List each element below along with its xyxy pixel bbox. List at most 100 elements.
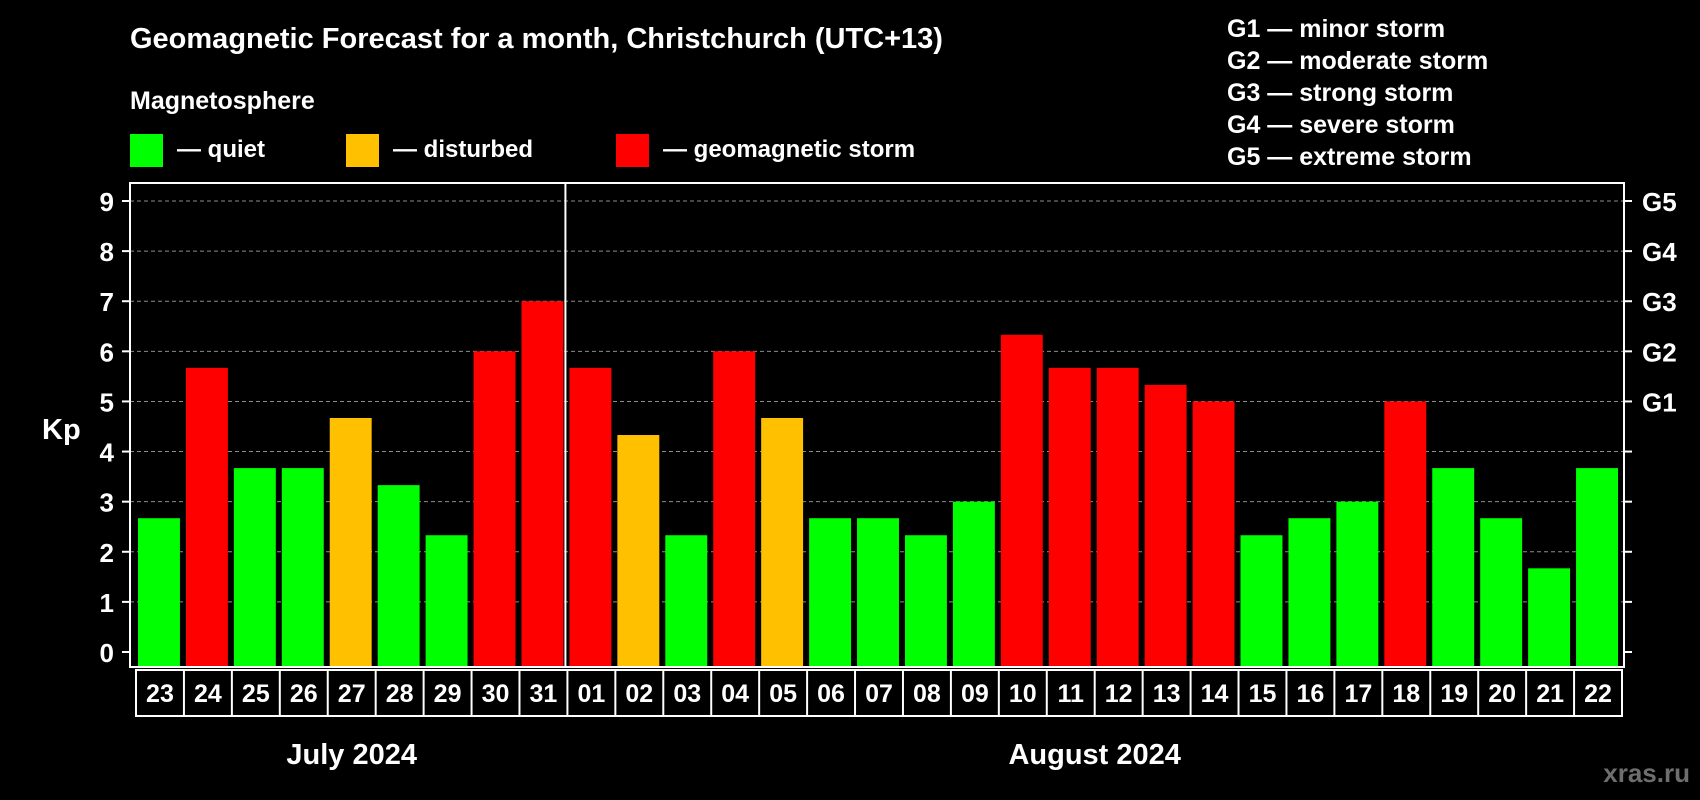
day-label-06: 06 (817, 680, 845, 708)
legend-label-quiet: — quiet (177, 136, 265, 163)
bar-20 (1480, 518, 1523, 666)
day-label-07: 07 (865, 680, 893, 708)
storm-legend-g4: G4 — severe storm (1227, 111, 1455, 139)
day-label-21: 21 (1536, 680, 1564, 708)
y-tick-label-4: 4 (100, 438, 115, 468)
bar-08 (904, 535, 947, 666)
day-label-14: 14 (1201, 680, 1229, 708)
day-label-22: 22 (1584, 680, 1612, 708)
y-tick-label-0: 0 (100, 638, 114, 668)
y-tick-label-9: 9 (100, 187, 114, 217)
bar-09 (952, 501, 995, 666)
bar-26 (281, 468, 324, 666)
legend-swatch-storm (616, 134, 649, 167)
bar-28 (377, 485, 420, 666)
y-tick-label-3: 3 (100, 488, 114, 518)
y-tick-label-5: 5 (100, 387, 114, 417)
g-level-label-G4: G4 (1642, 237, 1677, 267)
bar-25 (233, 468, 276, 666)
bar-29 (425, 535, 468, 666)
day-label-31: 31 (530, 680, 558, 708)
day-label-10: 10 (1009, 680, 1037, 708)
bar-18 (1384, 401, 1427, 666)
bar-31 (521, 301, 564, 666)
watermark: xras.ru (1603, 758, 1690, 788)
bar-07 (857, 518, 899, 666)
bar-14 (1192, 401, 1235, 666)
storm-legend-g5: G5 — extreme storm (1227, 143, 1472, 171)
legend-label-disturbed: — disturbed (393, 136, 533, 163)
y-tick-label-1: 1 (100, 588, 114, 618)
day-label-05: 05 (769, 680, 797, 708)
bar-02 (617, 435, 660, 666)
bar-17 (1336, 501, 1379, 666)
day-label-20: 20 (1488, 680, 1516, 708)
day-label-23: 23 (146, 680, 174, 708)
bar-24 (185, 367, 228, 666)
bar-30 (473, 351, 516, 666)
bar-15 (1240, 535, 1283, 666)
y-tick-label-6: 6 (100, 337, 114, 367)
day-label-29: 29 (434, 680, 462, 708)
day-label-13: 13 (1153, 680, 1181, 708)
bar-05 (761, 417, 804, 666)
day-label-box (135, 669, 1623, 717)
bar-16 (1288, 518, 1331, 666)
day-label-01: 01 (577, 680, 605, 708)
day-label-09: 09 (961, 680, 989, 708)
storm-legend-g1: G1 — minor storm (1227, 15, 1445, 43)
legend-swatch-quiet (130, 134, 163, 167)
bar-13 (1144, 384, 1187, 666)
day-label-12: 12 (1105, 680, 1133, 708)
y-tick-label-2: 2 (100, 538, 114, 568)
day-label-27: 27 (338, 680, 366, 708)
bar-06 (809, 518, 852, 666)
y-axis-label: Kp (42, 414, 81, 446)
bar-21 (1528, 568, 1571, 666)
bar-12 (1096, 367, 1139, 666)
day-label-26: 26 (290, 680, 318, 708)
day-label-24: 24 (194, 680, 222, 708)
day-label-08: 08 (913, 680, 941, 708)
storm-legend-g3: G3 — strong storm (1227, 79, 1453, 107)
day-label-28: 28 (386, 680, 414, 708)
bar-22 (1576, 468, 1618, 666)
day-label-17: 17 (1344, 680, 1372, 708)
magnetosphere-label: Magnetosphere (130, 87, 315, 115)
month-label-1: July 2024 (286, 739, 417, 771)
bar-04 (713, 351, 756, 666)
bar-03 (665, 535, 708, 666)
y-tick-label-7: 7 (100, 287, 114, 317)
day-label-04: 04 (721, 680, 749, 708)
day-label-02: 02 (625, 680, 653, 708)
day-label-03: 03 (673, 680, 701, 708)
plot-frame (129, 182, 1625, 668)
g-level-label-G1: G1 (1642, 387, 1677, 417)
g-level-label-G2: G2 (1642, 337, 1677, 367)
bar-10 (1000, 334, 1043, 666)
day-label-19: 19 (1440, 680, 1468, 708)
bar-11 (1048, 367, 1091, 666)
axes (122, 182, 1632, 717)
bar-01 (569, 367, 612, 666)
legend-label-storm: — geomagnetic storm (663, 136, 915, 163)
storm-legend-g2: G2 — moderate storm (1227, 47, 1488, 75)
month-label-2: August 2024 (1008, 739, 1180, 771)
day-label-15: 15 (1249, 680, 1277, 708)
bars (138, 301, 1618, 666)
chart-title: Geomagnetic Forecast for a month, Christ… (130, 23, 943, 55)
day-label-25: 25 (242, 680, 270, 708)
g-level-label-G5: G5 (1642, 187, 1677, 217)
bar-19 (1432, 468, 1475, 666)
bar-27 (329, 417, 372, 666)
day-label-16: 16 (1297, 680, 1325, 708)
legend-swatch-disturbed (346, 134, 379, 167)
day-label-11: 11 (1058, 680, 1085, 708)
y-tick-label-8: 8 (100, 237, 114, 267)
g-level-label-G3: G3 (1642, 287, 1677, 317)
bar-23 (138, 518, 180, 666)
day-label-18: 18 (1392, 680, 1420, 708)
day-label-30: 30 (482, 680, 510, 708)
